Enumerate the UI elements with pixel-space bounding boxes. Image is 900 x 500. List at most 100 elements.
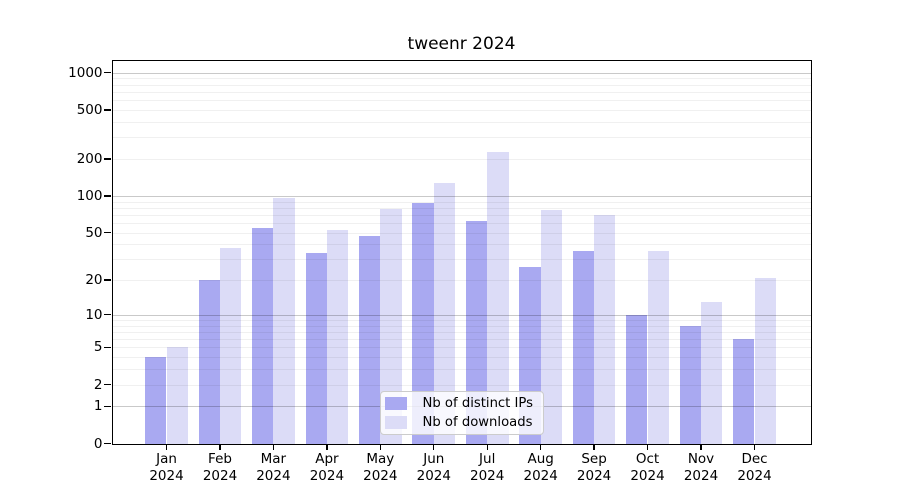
- x-tick-month: Sep: [581, 450, 607, 467]
- y-tick-mark-200: [104, 158, 111, 160]
- x-tick-year: 2024: [202, 468, 238, 485]
- bar-distinct-ips-apr: [305, 252, 327, 444]
- legend-item-distinct-ips: Nb of distinct IPs: [384, 395, 539, 412]
- x-tick-year: 2024: [737, 468, 772, 485]
- x-tick-year: 2024: [363, 468, 398, 485]
- x-tick-label-apr: Apr 2024: [295, 451, 359, 486]
- y-tick-label-1: 1: [93, 398, 103, 415]
- bar-downloads-jul: [487, 151, 509, 444]
- bar-downloads-nov: [701, 301, 723, 444]
- x-tick-mark-jun: [433, 443, 435, 450]
- x-tick-label-mar: Mar 2024: [241, 451, 305, 486]
- x-tick-mark-mar: [272, 443, 275, 450]
- y-tick-mark-100: [104, 195, 111, 197]
- bar-downloads-oct: [647, 251, 669, 444]
- y-tick-label-1000: 1000: [68, 64, 103, 81]
- x-tick-month: Jan: [156, 450, 177, 467]
- x-tick-month: Mar: [260, 450, 287, 467]
- x-tick-year: 2024: [149, 468, 184, 485]
- y-tick-mark-2: [104, 383, 111, 386]
- bar-distinct-ips-nov: [679, 325, 701, 444]
- x-tick-month: Jun: [423, 450, 445, 467]
- bar-distinct-ips-feb: [198, 280, 220, 444]
- x-tick-month: Apr: [315, 450, 339, 467]
- x-tick-label-oct: Oct 2024: [616, 451, 680, 486]
- y-tick-mark-0: [104, 442, 111, 445]
- bar-downloads-sep: [594, 214, 616, 444]
- bar-downloads-aug: [540, 210, 563, 444]
- x-tick-month: May: [366, 450, 395, 467]
- legend-item-downloads: Nb of downloads: [384, 414, 539, 431]
- y-tick-label-50: 50: [85, 224, 103, 241]
- y-tick-mark-500: [104, 109, 111, 111]
- x-tick-mark-nov: [700, 443, 702, 450]
- x-tick-mark-jul: [486, 443, 488, 450]
- bar-distinct-ips-mar: [252, 227, 274, 444]
- bar-distinct-ips-oct: [626, 314, 648, 444]
- bar-distinct-ips-jun: [412, 202, 434, 444]
- x-tick-year: 2024: [309, 468, 345, 485]
- plot-area: 0 1 2 5 10 20 50 100 200 500 1000 Jan 2024 Feb 2024 Ma…: [68, 59, 812, 484]
- bar-distinct-ips-jan: [145, 357, 167, 444]
- x-tick-mark-dec: [753, 443, 756, 450]
- x-tick-year: 2024: [523, 468, 558, 485]
- legend-label-downloads: Nb of downloads: [422, 414, 533, 430]
- y-tick-label-0: 0: [93, 435, 103, 452]
- bar-downloads-feb: [220, 248, 242, 444]
- x-tick-year: 2024: [576, 468, 612, 485]
- x-tick-mark-apr: [326, 443, 328, 450]
- x-tick-label-may: May 2024: [348, 451, 412, 486]
- x-tick-year: 2024: [256, 468, 291, 485]
- y-tick-label-2: 2: [93, 376, 103, 393]
- legend-swatch-distinct-ips: [384, 397, 407, 411]
- x-tick-month: Oct: [635, 450, 660, 467]
- x-tick-mark-feb: [219, 443, 221, 450]
- y-tick-mark-10: [104, 314, 111, 316]
- legend-label-distinct-ips: Nb of distinct IPs: [422, 396, 534, 412]
- x-tick-month: Jul: [479, 450, 496, 467]
- x-tick-label-sep: Sep 2024: [562, 451, 626, 486]
- bar-downloads-apr: [326, 229, 349, 444]
- chart-title: tweenr 2024: [407, 34, 516, 54]
- x-tick-label-dec: Dec 2024: [723, 451, 787, 486]
- y-tick-label-20: 20: [85, 272, 103, 289]
- legend: Nb of distinct IPs Nb of downloads: [379, 391, 544, 435]
- x-tick-label-jan: Jan 2024: [135, 451, 199, 486]
- x-tick-mark-oct: [646, 443, 649, 450]
- x-tick-month: Dec: [741, 450, 768, 467]
- legend-swatch-downloads: [384, 415, 407, 429]
- bar-downloads-mar: [273, 197, 295, 444]
- y-tick-label-200: 200: [76, 150, 103, 167]
- bar-downloads-jan: [166, 347, 188, 444]
- bar-distinct-ips-dec: [733, 339, 755, 444]
- x-tick-year: 2024: [416, 468, 451, 485]
- x-tick-month: Feb: [208, 450, 232, 467]
- x-tick-label-nov: Nov 2024: [669, 451, 733, 486]
- bar-downloads-jun: [433, 182, 456, 444]
- x-tick-label-aug: Aug 2024: [509, 451, 573, 486]
- x-tick-mark-may: [379, 443, 381, 450]
- y-tick-mark-1000: [104, 72, 111, 74]
- y-tick-mark-5: [104, 346, 111, 349]
- y-tick-mark-1: [104, 405, 111, 407]
- bars-layer: [113, 61, 811, 444]
- x-tick-label-jul: Jul 2024: [455, 451, 519, 486]
- x-tick-year: 2024: [630, 468, 665, 485]
- x-tick-year: 2024: [683, 468, 719, 485]
- x-tick-mark-jan: [165, 443, 168, 450]
- y-tick-label-500: 500: [76, 101, 103, 118]
- x-tick-mark-aug: [540, 443, 542, 450]
- x-tick-label-feb: Feb 2024: [188, 451, 252, 486]
- y-tick-label-10: 10: [85, 306, 103, 323]
- bar-distinct-ips-may: [358, 235, 381, 444]
- bar-downloads-dec: [754, 277, 776, 444]
- y-tick-mark-20: [104, 279, 111, 281]
- x-tick-year: 2024: [470, 468, 505, 485]
- x-tick-month: Aug: [527, 450, 554, 467]
- y-tick-label-5: 5: [93, 339, 103, 356]
- y-tick-label-100: 100: [76, 187, 103, 204]
- x-tick-month: Nov: [687, 450, 715, 467]
- bar-downloads-may: [380, 209, 402, 444]
- y-tick-mark-50: [104, 231, 111, 234]
